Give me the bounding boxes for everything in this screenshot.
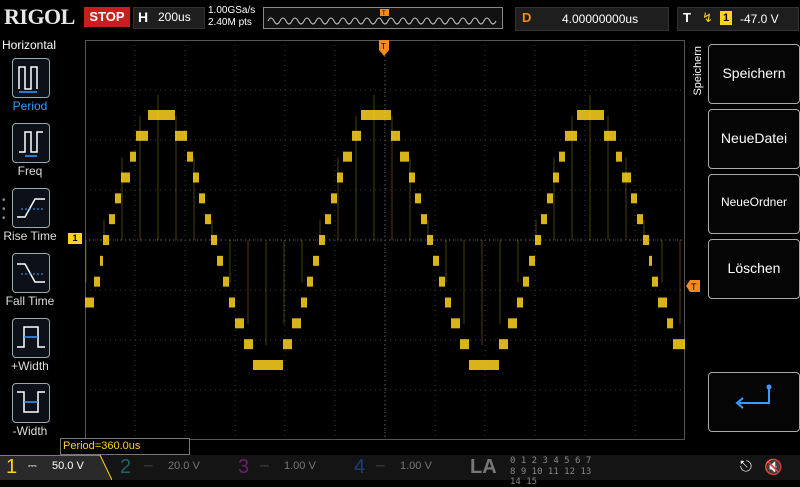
rise-time-label: Rise Time: [3, 229, 57, 243]
save-menu-panel: Speichern Speichern NeueDatei NeueOrdner…: [692, 36, 800, 456]
new-folder-label: NeueOrdner: [720, 195, 788, 209]
freq-label: Freq: [17, 164, 43, 178]
new-folder-button[interactable]: NeueOrdner: [708, 174, 800, 234]
period-measurement-readout: Period=360.0us: [60, 438, 190, 455]
ch2-coupling-icon: ⎓: [144, 460, 153, 472]
positive-width-icon: [17, 326, 45, 348]
negative-width-button[interactable]: [12, 383, 50, 423]
ch2-status[interactable]: 2 ⎓ 20.0 V: [116, 455, 228, 480]
new-file-label: NeueDatei: [720, 130, 788, 146]
ch3-scale: 1.00 V: [284, 460, 316, 472]
ch3-coupling-icon: ⎓: [260, 460, 269, 472]
trigger-level-icon: T: [686, 280, 700, 292]
rigol-logo: RIGOL: [4, 4, 75, 29]
sample-rate: 1.00GSa/s: [208, 5, 256, 16]
ch4-number: 4: [354, 456, 366, 478]
delay-label: D: [522, 10, 532, 25]
svg-text:T: T: [382, 11, 386, 17]
ch1-waveform: [85, 95, 685, 370]
save-button-label: Speichern: [722, 65, 786, 81]
trigger-level-marker[interactable]: T: [686, 279, 700, 292]
negative-width-label: -Width: [12, 424, 48, 438]
negative-width-icon: [17, 391, 45, 413]
rising-edge-icon: ↯: [702, 10, 713, 25]
ch1-offset-marker[interactable]: 1: [68, 233, 82, 244]
ch4-coupling-icon: ⎓: [376, 460, 385, 472]
ch1-number: 1: [6, 456, 18, 478]
trigger-position-icon: T: [379, 40, 389, 56]
save-button[interactable]: Speichern: [708, 44, 800, 104]
timebase-value: 200us: [158, 10, 191, 24]
return-button[interactable]: [708, 372, 800, 432]
ch2-scale: 20.0 V: [168, 460, 200, 472]
delete-button[interactable]: Löschen: [708, 239, 800, 299]
memory-overview: T: [263, 7, 503, 29]
ch1-status[interactable]: 1 ⎓ 50.0 V: [0, 455, 112, 480]
period-button[interactable]: [12, 58, 50, 98]
run-stop-indicator[interactable]: STOP: [84, 7, 130, 27]
ch3-number: 3: [238, 456, 250, 478]
save-menu-title: Speichern: [692, 46, 704, 96]
fall-time-icon: [17, 263, 45, 283]
fall-time-label: Fall Time: [5, 294, 55, 308]
ch3-status[interactable]: 3 ⎓ 1.00 V: [232, 455, 344, 480]
ch1-scale: 50.0 V: [52, 460, 84, 472]
trigger-box[interactable]: T ↯ 1 -47.0 V: [677, 7, 799, 31]
positive-width-button[interactable]: [12, 318, 50, 358]
fall-time-button[interactable]: [12, 253, 50, 293]
usb-icon[interactable]: ⎋: [740, 458, 752, 475]
waveform-display[interactable]: [85, 40, 685, 440]
la-label: LA: [470, 456, 497, 478]
channel-status-bar: 1 ⎓ 50.0 V 2 ⎓ 20.0 V 3 ⎓ 1.00 V 4 ⎓ 1.0…: [0, 455, 800, 487]
la-bits-row1: 0 1 2 3 4 5 6 7: [510, 456, 592, 466]
trigger-label: T: [683, 10, 691, 25]
freq-button[interactable]: [12, 123, 50, 163]
svg-text:T: T: [381, 42, 386, 51]
trigger-position-marker[interactable]: T: [379, 40, 389, 56]
trigger-level: -47.0 V: [740, 12, 779, 26]
frequency-icon: [19, 131, 43, 157]
top-status-bar: RIGOL STOP H 200us 1.00GSa/s 2.40M pts T…: [0, 0, 800, 36]
delete-label: Löschen: [727, 260, 781, 276]
ch4-status[interactable]: 4 ⎓ 1.00 V: [348, 455, 460, 480]
rise-time-button[interactable]: [12, 188, 50, 228]
positive-width-label: +Width: [11, 359, 49, 373]
la-bits-row2: 8 9 10 11 12 13 14 15: [510, 467, 592, 487]
speaker-muted-icon[interactable]: 🔇: [764, 459, 783, 476]
timebase-box[interactable]: H 200us: [133, 7, 205, 29]
svg-text:T: T: [691, 282, 697, 292]
ch1-dc-coupling-icon: ⎓: [28, 460, 37, 472]
delay-value: 4.00000000us: [562, 12, 639, 26]
rise-time-icon: [17, 198, 45, 218]
memory-waveform-icon: T: [267, 9, 497, 25]
period-label: Period: [12, 99, 48, 113]
return-arrow-icon: [735, 384, 772, 409]
measure-panel-title: Horizontal: [2, 38, 57, 52]
ch2-number: 2: [120, 456, 132, 478]
la-status[interactable]: LA 0 1 2 3 4 5 6 7 8 9 10 11 12 13 14 15: [464, 455, 604, 487]
ch4-scale: 1.00 V: [400, 460, 432, 472]
measure-panel: Horizontal Period Freq • • • Rise Time Fal…: [0, 36, 60, 456]
scroll-dots-icon: • • •: [2, 195, 6, 224]
memory-depth: 2.40M pts: [208, 17, 252, 28]
timebase-label: H: [138, 9, 149, 25]
delay-box[interactable]: D 4.00000000us: [515, 7, 669, 31]
new-file-button[interactable]: NeueDatei: [708, 109, 800, 169]
system-icons: ⎋ 🔇: [706, 458, 796, 478]
ch1-tab-shape: [0, 455, 112, 480]
period-icon: [18, 66, 38, 93]
trigger-source: 1: [720, 11, 732, 25]
